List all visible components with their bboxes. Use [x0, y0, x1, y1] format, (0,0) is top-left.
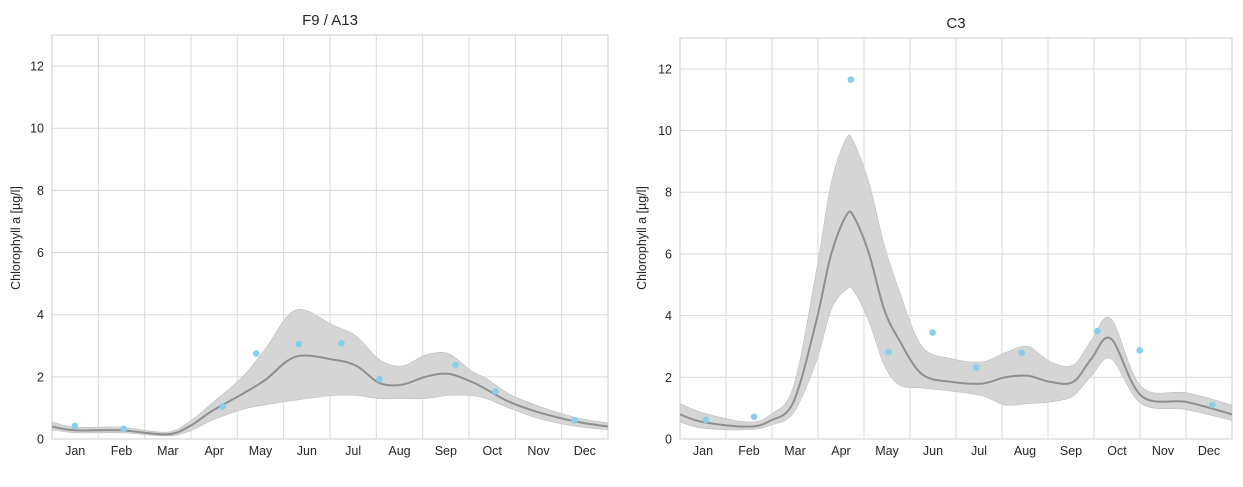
x-tick-label: Sep [1060, 444, 1082, 458]
series-layer [52, 309, 608, 437]
x-tick-label: Jan [693, 444, 713, 458]
data-point [376, 376, 383, 383]
data-point [452, 361, 459, 369]
y-axis-label: Chlorophyll a [µg/l] [9, 186, 23, 290]
chart-title: F9 / A13 [302, 12, 358, 29]
x-tick-label: May [249, 444, 273, 458]
x-tick-label: Oct [482, 444, 502, 458]
chart-right: 0 2 4 6 8 10 12 Jan Feb Mar Apr May Jun Jul Aug Sep Oct N… [635, 15, 1233, 458]
y-tick-label: 10 [658, 124, 672, 138]
data-point [929, 329, 936, 336]
x-tick-label: Dec [574, 444, 596, 458]
series-layer [680, 76, 1232, 431]
data-point [252, 350, 260, 357]
confidence-band [52, 309, 608, 437]
y-tick-label: 0 [37, 433, 44, 447]
data-point [120, 425, 127, 433]
data-point [1018, 349, 1026, 356]
x-tick-label: Jul [345, 444, 361, 458]
x-tick-label: May [875, 444, 899, 458]
y-tick-label: 12 [30, 60, 44, 74]
trend-line [52, 354, 608, 436]
x-tick-label: Nov [1152, 444, 1175, 458]
data-point [491, 388, 499, 395]
x-tick-label: Dec [1198, 444, 1220, 458]
data-point [295, 340, 303, 348]
y-tick-label: 6 [665, 247, 672, 261]
x-tick-label: Oct [1107, 444, 1127, 458]
trend-line [680, 210, 1232, 428]
x-tick-label: Mar [784, 444, 806, 458]
data-point [702, 416, 710, 424]
y-tick-label: 6 [37, 246, 44, 260]
y-tick-label: 12 [658, 62, 672, 76]
x-tick-label: Aug [388, 444, 410, 458]
data-point [847, 76, 855, 83]
data-point [1209, 401, 1216, 409]
plot-frame [51, 34, 609, 440]
x-tick-label: Apr [831, 444, 850, 458]
data-point [71, 422, 79, 430]
y-axis-label: Chlorophyll a [µg/l] [635, 186, 649, 290]
y-tick-label: 8 [37, 184, 44, 198]
data-point [1094, 327, 1101, 335]
data-point [338, 339, 345, 347]
y-tick-label: 4 [37, 308, 44, 322]
plot-frame [679, 37, 1233, 440]
x-tick-label: Feb [111, 444, 133, 458]
y-tick-label: 4 [665, 309, 672, 323]
data-point [571, 417, 578, 424]
data-point [219, 403, 226, 410]
y-tick-label: 0 [665, 433, 672, 447]
data-point [973, 364, 980, 371]
chart-title: C3 [946, 15, 965, 32]
x-tick-label: Jul [971, 444, 987, 458]
plot-area: 0 2 4 6 8 10 12 Jan Feb Mar Apr May Jun Jul Aug Sep Oct N… [658, 37, 1233, 458]
x-tick-label: Jun [923, 444, 943, 458]
y-tick-label: 2 [665, 371, 672, 385]
x-tick-label: Mar [157, 444, 179, 458]
chart-left: 0 2 4 6 8 10 12 Jan Feb Mar Apr May Jun Jul Aug Sep Oct N… [9, 12, 609, 458]
x-tick-label: Apr [204, 444, 223, 458]
y-tick-label: 10 [30, 122, 44, 136]
data-point [750, 413, 758, 421]
y-tick-label: 2 [37, 370, 44, 384]
data-point [1136, 347, 1144, 354]
x-tick-label: Nov [527, 444, 550, 458]
x-tick-label: Feb [738, 444, 760, 458]
x-tick-label: Jan [65, 444, 85, 458]
data-point [885, 348, 893, 356]
plot-area: 0 2 4 6 8 10 12 Jan Feb Mar Apr May Jun Jul Aug Sep Oct N… [30, 34, 609, 458]
x-tick-label: Sep [435, 444, 457, 458]
x-tick-label: Aug [1014, 444, 1036, 458]
y-tick-label: 8 [665, 186, 672, 200]
x-tick-label: Jun [297, 444, 317, 458]
